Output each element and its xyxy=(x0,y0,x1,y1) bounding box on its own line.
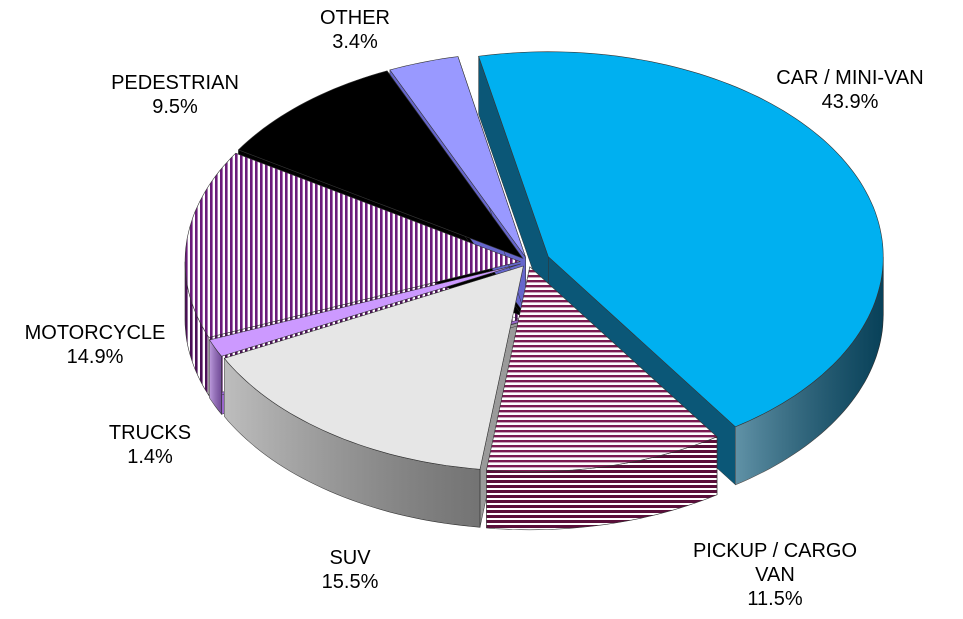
slice-side-shade xyxy=(209,339,222,415)
category-label: CAR / MINI-VAN xyxy=(776,67,924,89)
slice-side-shade xyxy=(224,358,480,528)
slice xyxy=(389,56,526,258)
value-label: 1.4% xyxy=(127,446,173,468)
slice-side-shade xyxy=(735,256,884,485)
category-label: PICKUP / CARGO VAN xyxy=(692,540,858,586)
slice xyxy=(184,152,522,338)
value-label: 43.9% xyxy=(821,91,879,113)
slice-label: OTHER 3.4% xyxy=(255,6,455,54)
category-label: OTHER xyxy=(320,7,390,29)
value-label: 11.5% xyxy=(747,588,803,610)
slice-label: CAR / MINI-VAN 43.9% xyxy=(750,66,950,114)
value-label: 3.4% xyxy=(332,31,378,53)
category-label: TRUCKS xyxy=(108,422,192,444)
slice-label: MOTORCYCLE 14.9% xyxy=(0,321,195,369)
slice xyxy=(478,51,884,428)
value-label: 9.5% xyxy=(152,96,198,118)
slice-label: PEDESTRIAN 9.5% xyxy=(75,71,275,119)
value-label: 15.5% xyxy=(321,571,379,593)
value-label: 14.9% xyxy=(66,346,124,368)
slice-label: SUV 15.5% xyxy=(250,546,450,594)
slice xyxy=(223,265,524,470)
slice xyxy=(486,266,718,473)
category-label: MOTORCYCLE xyxy=(24,322,166,344)
category-label: SUV xyxy=(329,547,371,569)
slice-label: TRUCKS 1.4% xyxy=(50,421,250,469)
category-label: PEDESTRIAN xyxy=(111,72,239,94)
slice xyxy=(237,70,524,259)
slice-label: PICKUP / CARGO VAN 11.5% xyxy=(690,539,860,611)
slice xyxy=(209,263,521,357)
